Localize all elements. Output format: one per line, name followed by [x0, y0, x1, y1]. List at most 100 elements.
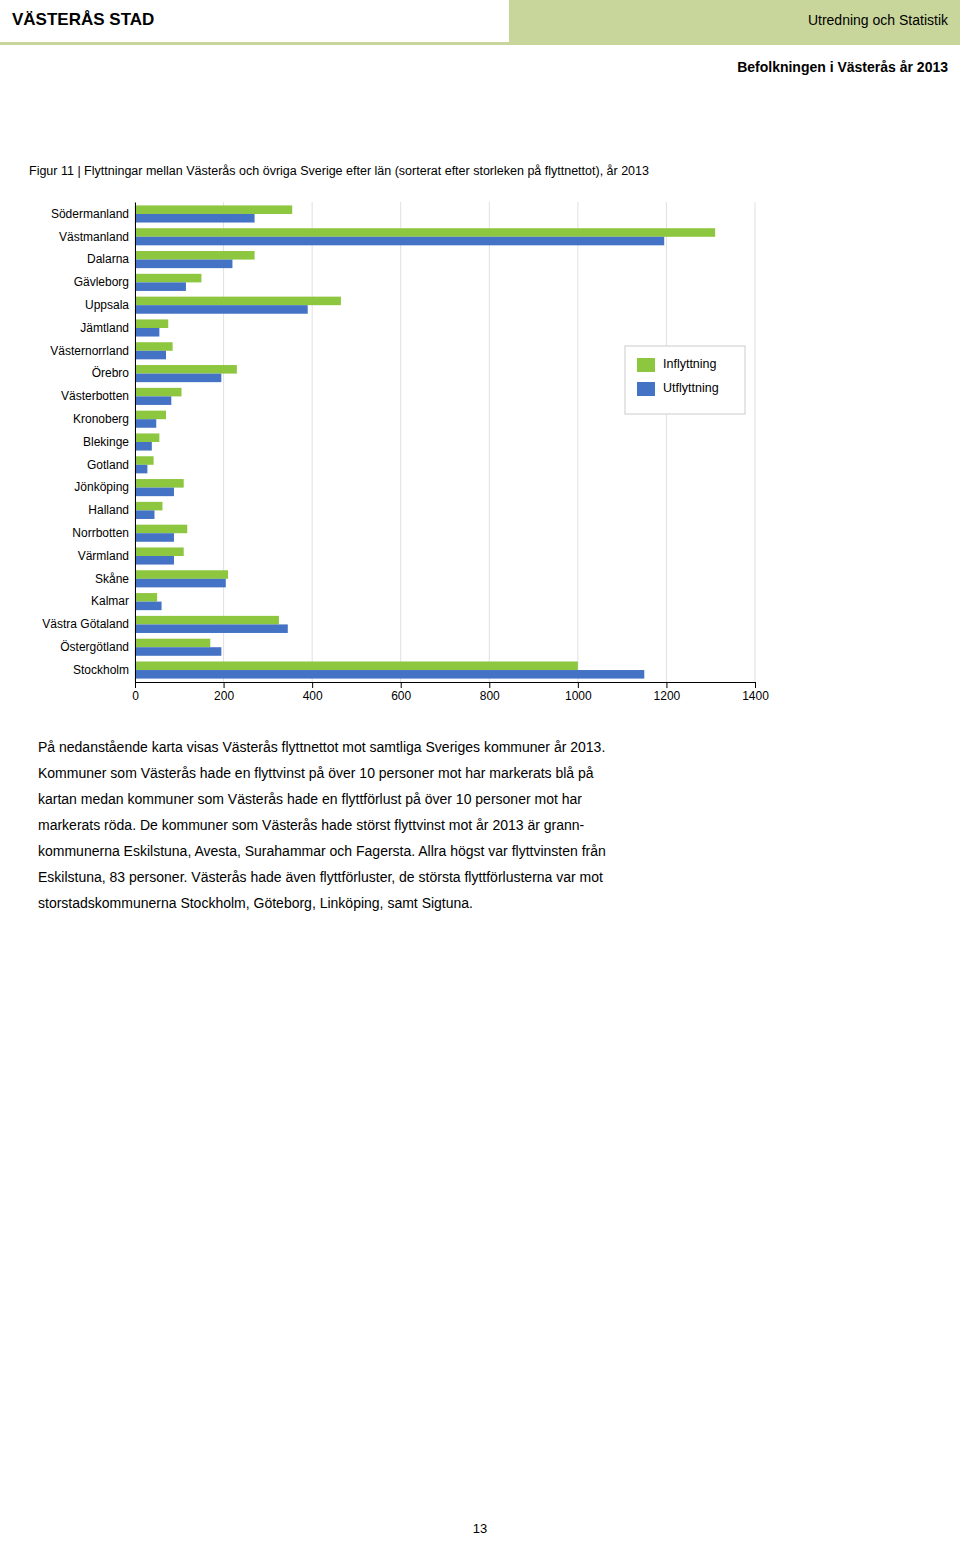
bar — [135, 205, 292, 214]
bar — [135, 502, 162, 511]
x-tick-label: 1000 — [565, 689, 592, 703]
x-tick: 0 — [132, 682, 139, 703]
legend-swatch — [637, 358, 655, 372]
y-tick: Södermanland — [51, 207, 135, 221]
bar — [135, 639, 210, 648]
bar — [135, 319, 168, 328]
x-tick: 400 — [303, 682, 323, 703]
bar — [135, 479, 184, 488]
y-tick: Örebro — [92, 366, 135, 380]
x-tick-mark — [312, 682, 313, 688]
bar — [135, 396, 171, 405]
y-tick: Västra Götaland — [42, 617, 135, 631]
x-tick: 200 — [214, 682, 234, 703]
y-tick: Kronoberg — [73, 412, 135, 426]
bar — [135, 328, 159, 337]
bar — [135, 533, 174, 542]
subtitle: Befolkningen i Västerås år 2013 — [737, 59, 948, 75]
bar — [135, 351, 166, 360]
y-tick-label: Kalmar — [91, 594, 129, 608]
body-line: kommunerna Eskilstuna, Avesta, Surahamma… — [38, 843, 606, 859]
x-tick-label: 200 — [214, 689, 234, 703]
x-tick-mark — [401, 682, 402, 688]
legend: Inflyttning Utflyttning — [625, 346, 745, 414]
separator — [0, 42, 960, 45]
bar — [135, 525, 187, 534]
y-tick-label: Jämtland — [80, 321, 129, 335]
body-line: På nedanstående karta visas Västerås fly… — [38, 739, 605, 755]
y-tick-label: Blekinge — [83, 435, 129, 449]
body-line: kartan medan kommuner som Västerås hade … — [38, 791, 582, 807]
y-tick: Östergötland — [60, 640, 135, 654]
x-tick-label: 0 — [132, 689, 139, 703]
series-1 — [135, 214, 664, 679]
y-tick-label: Västerbotten — [61, 389, 129, 403]
y-tick: Dalarna — [87, 252, 135, 266]
x-tick-mark — [666, 682, 667, 688]
bar — [135, 228, 715, 237]
y-tick: Gävleborg — [74, 275, 135, 289]
body-text: På nedanstående karta visas Västerås fly… — [38, 739, 606, 911]
y-tick-label: Västernorrland — [50, 344, 129, 358]
x-tick: 800 — [480, 682, 500, 703]
y-tick-label: Norrbotten — [72, 526, 129, 540]
y-tick: Blekinge — [83, 435, 135, 449]
y-tick: Västernorrland — [50, 344, 135, 358]
y-axis: Södermanland Västmanland Dalarna Gävleborg U… — [42, 203, 135, 683]
y-tick-label: Dalarna — [87, 252, 129, 266]
x-axis-line — [136, 683, 756, 689]
y-tick-label: Uppsala — [85, 298, 129, 312]
body-line: Kommuner som Västerås hade en flyttvinst… — [38, 765, 594, 781]
x-tick: 1200 — [654, 682, 681, 703]
bar — [135, 661, 578, 670]
legend-label: Inflyttning — [663, 357, 717, 371]
bar — [135, 342, 173, 351]
header-subtitle: Utredning och Statistik — [808, 12, 949, 28]
bar — [135, 647, 221, 656]
y-tick-label: Östergötland — [60, 640, 129, 654]
bar — [135, 556, 174, 565]
y-tick-label: Örebro — [92, 366, 130, 380]
y-axis-line — [135, 203, 136, 683]
chart-title: Figur 11 | Flyttningar mellan Västerås o… — [29, 164, 649, 178]
header-title: VÄSTERÅS STAD — [12, 10, 154, 29]
y-tick: Norrbotten — [72, 526, 135, 540]
y-tick-label: Västmanland — [59, 230, 129, 244]
body-line: Eskilstuna, 83 personer. Västerås hade ä… — [38, 869, 603, 885]
grid-line — [577, 202, 578, 682]
y-tick: Kalmar — [91, 594, 135, 608]
bar — [135, 433, 159, 442]
y-tick-label: Skåne — [95, 572, 129, 586]
bar — [135, 282, 186, 291]
y-tick: Uppsala — [85, 298, 135, 312]
body-line: storstadskommunerna Stockholm, Göteborg,… — [38, 895, 473, 911]
x-axis: 0 200 400 600 800 1000 1200 1400 — [132, 682, 769, 703]
x-tick-mark — [224, 682, 225, 688]
bar — [135, 365, 237, 374]
x-tick-label: 400 — [303, 689, 323, 703]
bar — [135, 305, 308, 314]
y-tick: Värmland — [78, 549, 135, 563]
y-tick-label: Värmland — [78, 549, 129, 563]
chart: 0 200 400 600 800 1000 1200 1400 Södermanland Väs… — [42, 202, 769, 703]
x-tick-mark — [755, 682, 756, 688]
bar — [135, 579, 226, 588]
y-tick-label: Halland — [88, 503, 129, 517]
bar — [135, 274, 201, 283]
bar — [135, 297, 341, 306]
x-tick: 1400 — [742, 682, 769, 703]
x-tick-label: 600 — [391, 689, 411, 703]
header-right-bg — [509, 0, 960, 42]
bars — [135, 205, 715, 678]
page: VÄSTERÅS STAD Utredning och Statistik Befo… — [0, 0, 960, 1564]
y-tick: Gotland — [87, 458, 135, 472]
y-tick: Västmanland — [59, 230, 135, 244]
legend-label: Utflyttning — [663, 381, 719, 395]
legend-swatch — [637, 382, 655, 396]
x-tick-label: 800 — [480, 689, 500, 703]
x-tick: 600 — [391, 682, 411, 703]
grid — [135, 202, 755, 682]
y-tick: Jämtland — [80, 321, 135, 335]
bar — [135, 593, 157, 602]
bar — [135, 465, 147, 474]
